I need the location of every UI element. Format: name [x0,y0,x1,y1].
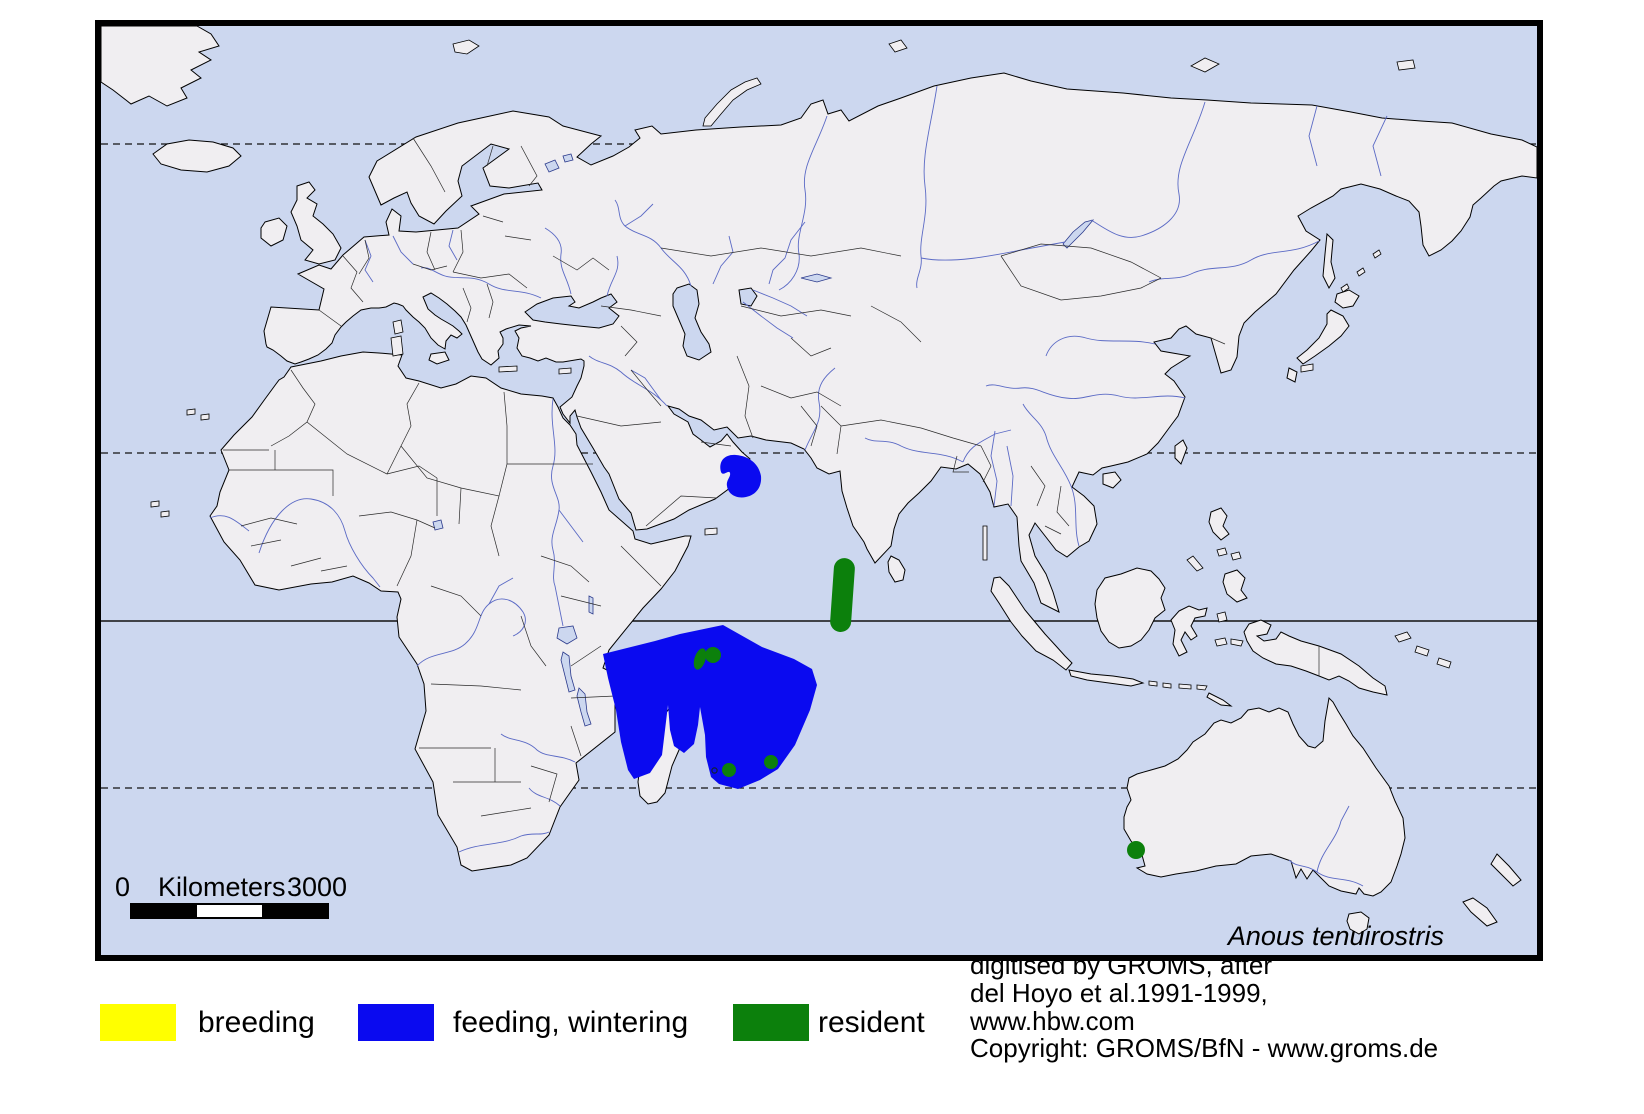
scale-bar [130,903,329,919]
resident-area-maldives [830,558,855,632]
legend-swatch-breeding [100,1004,176,1041]
feeding-wintering-area-oman [720,454,762,498]
legend-swatch-feeding-wintering [358,1004,434,1041]
scale-bar-segment [197,905,262,917]
lake-victoria [556,625,578,645]
legend-label-breeding: breeding [198,1006,315,1039]
species-name: Anous tenuirostris [1227,921,1444,951]
attribution-line: digitised by GROMS, after [970,950,1272,980]
legend-label-resident: resident [818,1006,925,1039]
lake-baikal [1062,219,1095,249]
lake-chad [432,519,444,531]
resident-dot-seychelles-1 [693,648,707,670]
resident-dot-seychelles-2 [705,647,721,663]
legend-swatch-resident [733,1004,809,1041]
island-ring-icon [711,767,718,774]
aral-sea [738,287,758,307]
feeding-wintering-area-indian-ocean [603,625,817,789]
country-borders [223,137,1320,817]
map-canvas: 0 Kilometers 3000 [95,20,1543,961]
attribution-line: Copyright: GROMS/BfN - www.groms.de [970,1033,1439,1063]
latitude-gridlines [101,143,1537,789]
lake-ladoga [544,159,560,173]
resident-dot-reunion [722,763,736,777]
caspian-sea [672,283,712,361]
black-sea [524,293,620,329]
scale-distance-label: 3000 [287,872,348,902]
resident-dot-sw-australia [1127,841,1145,859]
inland-seas-lakes [432,153,1095,727]
lake-turkana [588,595,594,615]
attribution-line: del Hoyo et al.1991-1999, [970,978,1268,1008]
scale-zero-label: 0 [115,872,131,902]
scale-bar-segment [132,905,197,917]
scale-bar-segment [262,905,327,917]
landmasses [101,26,1537,935]
world-map-svg [101,26,1537,955]
lake-onega [562,153,574,163]
distribution-overlays [603,454,1145,859]
attribution-line: www.hbw.com [970,1006,1135,1036]
lake-balkhash [800,273,833,283]
lake-tanganyika [560,651,576,693]
legend: breeding feeding, wintering resident [0,1003,960,1048]
resident-dot-mauritius [764,755,778,769]
scale-units-label: Kilometers [158,872,286,902]
legend-label-feeding-wintering: feeding, wintering [453,1006,689,1039]
